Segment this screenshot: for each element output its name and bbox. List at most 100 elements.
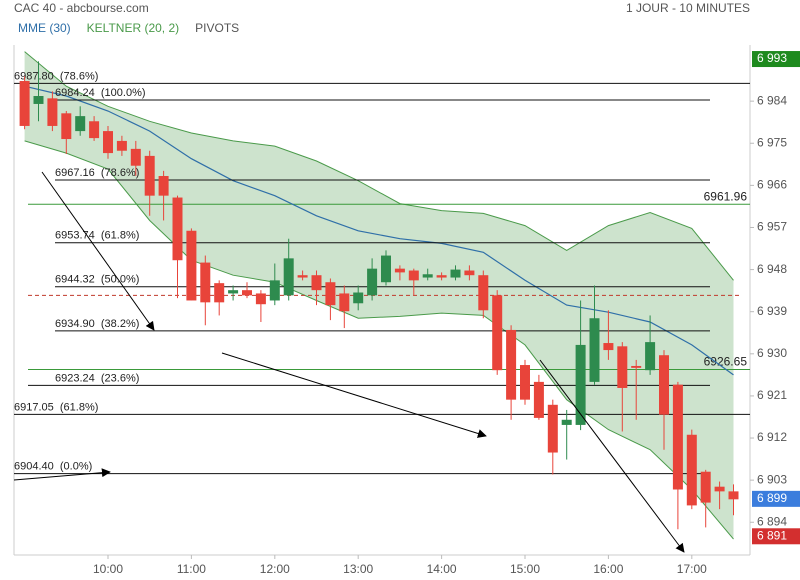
candle-body (700, 471, 711, 503)
arrow (539, 359, 685, 553)
candle-body (659, 355, 669, 415)
candle-body (520, 365, 530, 400)
chart-title: CAC 40 - abcbourse.com (14, 1, 149, 15)
candle-body (242, 290, 252, 296)
annotations (13, 171, 685, 553)
x-tick-label: 16:00 (593, 562, 623, 576)
price-marker (752, 490, 800, 507)
keltner-upper (24, 51, 734, 281)
candle-body (422, 274, 433, 278)
price-marker-label: 6 899 (757, 491, 787, 505)
pivot-label: 6944.32 (50.0%) (55, 274, 139, 286)
x-tick-label: 17:00 (677, 562, 707, 576)
candle-body (186, 230, 197, 301)
candle-body (464, 270, 475, 276)
pivot-label: 6953.74 (61.8%) (55, 230, 139, 242)
pivot-label: 6923.24 (23.6%) (55, 372, 139, 384)
candle-body (19, 81, 30, 126)
candle-body (144, 155, 155, 196)
x-tick-label: 15:00 (510, 562, 540, 576)
candle-body (283, 258, 294, 296)
level-label: 6926.65 (704, 355, 748, 369)
candle-body (408, 270, 419, 281)
candle-body (686, 434, 697, 506)
price-marker (752, 528, 800, 545)
candle-body (255, 293, 266, 305)
candle-body (589, 318, 600, 382)
candle-body (269, 280, 280, 301)
pivot-label: 6987.80 (78.6%) (14, 70, 98, 82)
pivot-label: 6904.40 (0.0%) (14, 460, 92, 472)
price-marker-label: 6 891 (757, 528, 787, 542)
candle-body (311, 275, 322, 291)
pivot-label: 6934.90 (38.2%) (55, 318, 139, 330)
y-tick-label: 6 921 (757, 388, 787, 402)
y-tick-label: 6 912 (757, 430, 787, 444)
chart-subtitle: 1 JOUR - 10 MINUTES (626, 1, 750, 15)
candle-body (381, 255, 391, 283)
candle-body (158, 176, 169, 196)
y-tick-label: 6 966 (757, 178, 787, 192)
candle-body (492, 295, 503, 371)
candle-body (631, 365, 642, 368)
plot-area: 6 894 6 903 6 912 6 921 6 930 6 939 6 948 6 957… (13, 45, 800, 576)
candle-body (297, 275, 308, 278)
pivot-label: 6984.24 (100.0%) (55, 87, 146, 99)
x-tick-label: 12:00 (260, 562, 290, 576)
arrow (13, 468, 111, 481)
y-tick-label: 6 948 (757, 262, 787, 276)
candle-body (672, 384, 683, 490)
candle-body (714, 486, 725, 492)
candle-body (575, 344, 586, 425)
candle-body (47, 98, 58, 126)
price-marker-label: 6 993 (757, 51, 787, 65)
arrow (41, 171, 155, 331)
x-tick-label: 14:00 (427, 562, 457, 576)
y-tick-label: 6 903 (757, 472, 787, 486)
keltner-lower (24, 140, 734, 540)
legend-label: KELTNER (20, 2) (87, 21, 179, 35)
candle-body (603, 343, 614, 351)
legend-label: MME (30) (18, 21, 71, 35)
arrow (221, 352, 487, 438)
legend-label: PIVOTS (195, 21, 239, 35)
candle-body (617, 346, 628, 388)
candle-body (367, 268, 378, 296)
candle-body (214, 283, 225, 303)
candle-body (339, 293, 350, 312)
candle-body (61, 113, 72, 140)
y-tick-label: 6 957 (757, 220, 787, 234)
candle-body (200, 262, 211, 303)
candle-body (561, 419, 572, 425)
candle-body (450, 269, 461, 278)
pivot-label: 6967.16 (78.6%) (55, 167, 139, 179)
mme-line (24, 85, 734, 376)
candle-body (172, 197, 183, 261)
legend: MME (30) KELTNER (20, 2) PIVOTS (18, 21, 239, 35)
y-tick-label: 6 975 (757, 135, 787, 149)
y-tick-label: 6 930 (757, 346, 787, 360)
y-tick-label: 6 984 (757, 93, 787, 107)
price-marker (752, 51, 800, 68)
level-label: 6961.96 (704, 189, 748, 203)
candle-body (728, 491, 739, 500)
x-tick-label: 10:00 (93, 562, 123, 576)
candle-body (75, 116, 86, 132)
candle-body (478, 275, 489, 311)
candle-body (547, 404, 558, 453)
y-tick-label: 6 939 (757, 304, 787, 318)
candle-body (116, 140, 127, 151)
pivot-label: 6917.05 (61.8%) (14, 401, 98, 413)
candle-body (325, 282, 336, 306)
candle-body (394, 268, 405, 273)
candle-body (228, 290, 239, 294)
candle-body (353, 292, 364, 304)
candle-body (130, 148, 141, 166)
x-tick-label: 13:00 (343, 562, 373, 576)
candle-body (533, 381, 544, 418)
x-tick-label: 11:00 (177, 562, 206, 576)
candle-body (103, 131, 113, 154)
candle-body (645, 342, 656, 371)
candle-body (33, 96, 44, 104)
